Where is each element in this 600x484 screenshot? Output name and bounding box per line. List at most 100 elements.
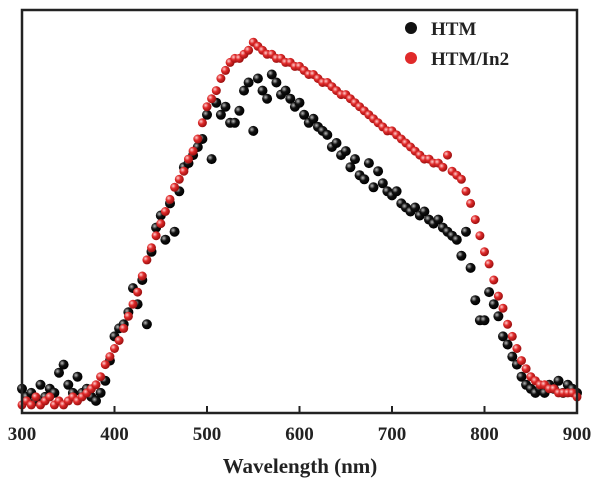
data-point (179, 166, 189, 176)
data-point (239, 85, 249, 96)
data-point (119, 323, 129, 333)
data-point (243, 77, 254, 88)
data-point (184, 154, 193, 164)
data-point (516, 371, 527, 382)
data-point (105, 352, 115, 362)
data-points (17, 37, 582, 410)
data-point (220, 101, 231, 112)
data-point (206, 154, 217, 165)
data-point (96, 372, 106, 382)
data-point (211, 86, 221, 96)
data-point (521, 364, 531, 374)
data-point (507, 351, 518, 362)
data-point (502, 339, 513, 350)
data-point (493, 311, 504, 322)
legend-marker-htm (405, 22, 417, 34)
data-point (170, 182, 180, 192)
data-point (26, 400, 36, 410)
data-point (266, 69, 277, 80)
data-point (215, 109, 226, 120)
data-point (456, 250, 467, 261)
x-axis-ticks: 300 400 500 600 700 800 900 (8, 406, 592, 445)
data-point (340, 146, 351, 157)
data-point (484, 259, 494, 269)
data-point (141, 319, 152, 330)
data-point (156, 219, 166, 229)
data-point (484, 287, 495, 298)
data-point (234, 105, 245, 116)
data-point (95, 387, 106, 398)
data-point (221, 65, 230, 75)
data-point (271, 77, 282, 88)
x-tick-label: 900 (563, 424, 592, 445)
data-point (308, 113, 319, 124)
data-point (419, 206, 430, 217)
data-point (216, 74, 226, 83)
data-point (512, 344, 522, 353)
data-point (299, 109, 310, 120)
data-point (391, 186, 402, 197)
data-point (438, 162, 448, 172)
data-point (252, 73, 263, 84)
data-point (373, 166, 384, 177)
x-axis-title: Wavelength (nm) (223, 454, 378, 478)
data-point (142, 255, 152, 265)
data-point (331, 138, 342, 148)
data-point (498, 303, 508, 313)
legend-label-htm-in2: HTM/In2 (431, 49, 509, 70)
data-point (137, 271, 147, 281)
data-point (498, 331, 508, 342)
data-point (503, 319, 513, 329)
data-point (54, 367, 64, 378)
data-point (433, 214, 444, 225)
data-point (174, 174, 184, 184)
data-point (466, 198, 476, 208)
legend-label-htm: HTM (431, 19, 476, 40)
data-point (35, 379, 46, 390)
data-point (285, 93, 296, 104)
data-point (451, 234, 462, 245)
data-point (294, 97, 305, 108)
data-point (91, 380, 101, 390)
data-point (128, 299, 138, 309)
x-tick-label: 300 (8, 424, 37, 445)
data-point (202, 109, 212, 120)
data-point (322, 129, 333, 140)
data-point (350, 154, 360, 165)
x-tick-label: 400 (100, 424, 129, 445)
data-point (123, 311, 133, 321)
data-point (151, 231, 161, 241)
data-point (207, 94, 217, 104)
legend: HTM HTM/In2 (405, 19, 509, 70)
x-tick-label: 600 (285, 424, 314, 445)
data-point (147, 243, 156, 253)
x-tick-label: 800 (470, 424, 499, 445)
data-point (58, 359, 69, 370)
data-point (244, 45, 254, 55)
x-tick-label: 500 (193, 424, 222, 445)
data-point (114, 336, 124, 345)
data-point (72, 371, 83, 382)
data-point (165, 194, 175, 204)
data-point (470, 295, 481, 306)
data-point (456, 174, 466, 184)
data-point (410, 202, 421, 213)
data-point (31, 392, 41, 402)
data-point (475, 231, 485, 241)
data-point (461, 186, 471, 196)
data-point (188, 146, 198, 156)
data-point (359, 174, 370, 185)
data-point (229, 117, 240, 128)
data-point (368, 182, 379, 193)
data-point (110, 344, 119, 353)
data-point (479, 315, 490, 326)
data-point (100, 360, 110, 370)
series-htm (17, 69, 582, 406)
data-point (280, 85, 291, 96)
series-htm-in2 (17, 37, 582, 410)
data-point (160, 207, 170, 216)
x-tick-label: 700 (378, 424, 407, 445)
data-point (517, 356, 526, 366)
data-point (248, 125, 259, 136)
